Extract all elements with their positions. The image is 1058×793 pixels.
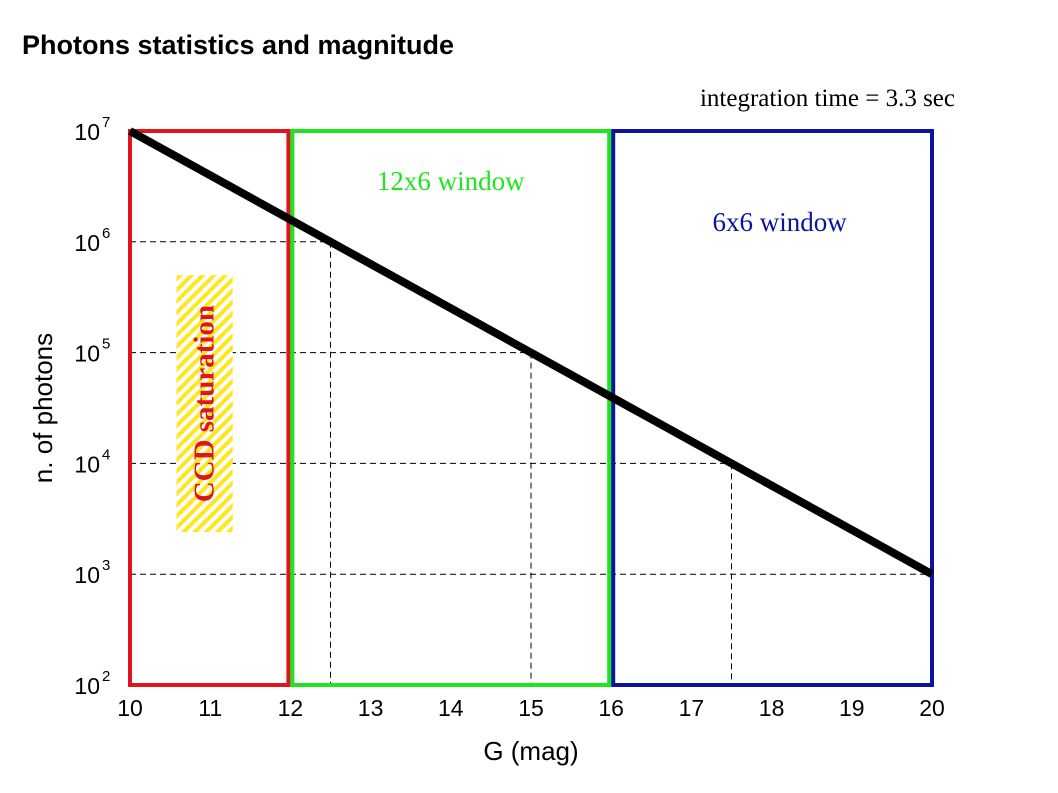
data-series-line [128, 127, 934, 578]
region-box [611, 129, 934, 687]
x-tick-label: 14 [438, 695, 464, 721]
y-tick-exponent: 6 [102, 225, 110, 242]
x-tick-label: 17 [679, 695, 705, 721]
x-tick-label: 13 [358, 695, 384, 721]
region-label-12x6: 12x6 window [377, 166, 525, 196]
slide-title: Photons statistics and magnitude [22, 30, 455, 60]
x-tick-label: 15 [518, 695, 544, 721]
x-tick-label: 19 [839, 695, 865, 721]
x-axis-label: G (mag) [483, 736, 578, 766]
x-tick-label: 12 [278, 695, 304, 721]
x-tick-label: 18 [759, 695, 785, 721]
y-tick-label: 10 [74, 673, 100, 699]
y-axis-label: n. of photons [28, 333, 58, 483]
region-box [290, 129, 612, 687]
y-tick-exponent: 2 [102, 668, 110, 685]
y-tick-label: 10 [74, 119, 100, 145]
saturation-label: CCD saturation [189, 305, 221, 502]
y-tick-label: 10 [74, 230, 100, 256]
saturation-band [176, 275, 233, 533]
region-label-6x6: 6x6 window [712, 207, 847, 237]
y-tick-label: 10 [74, 562, 100, 588]
x-tick-label: 20 [919, 695, 945, 721]
y-tick-exponent: 3 [102, 557, 110, 574]
x-tick-label: 16 [598, 695, 624, 721]
y-tick-exponent: 4 [102, 446, 110, 463]
y-tick-label: 10 [74, 341, 100, 367]
region-box [128, 129, 291, 687]
x-tick-label: 11 [198, 695, 222, 721]
y-tick-exponent: 5 [102, 336, 110, 353]
y-tick-exponent: 7 [102, 114, 110, 131]
y-tick-label: 10 [74, 451, 100, 477]
integration-time-annotation: integration time = 3.3 sec [700, 85, 955, 112]
x-tick-label: 10 [117, 695, 143, 721]
